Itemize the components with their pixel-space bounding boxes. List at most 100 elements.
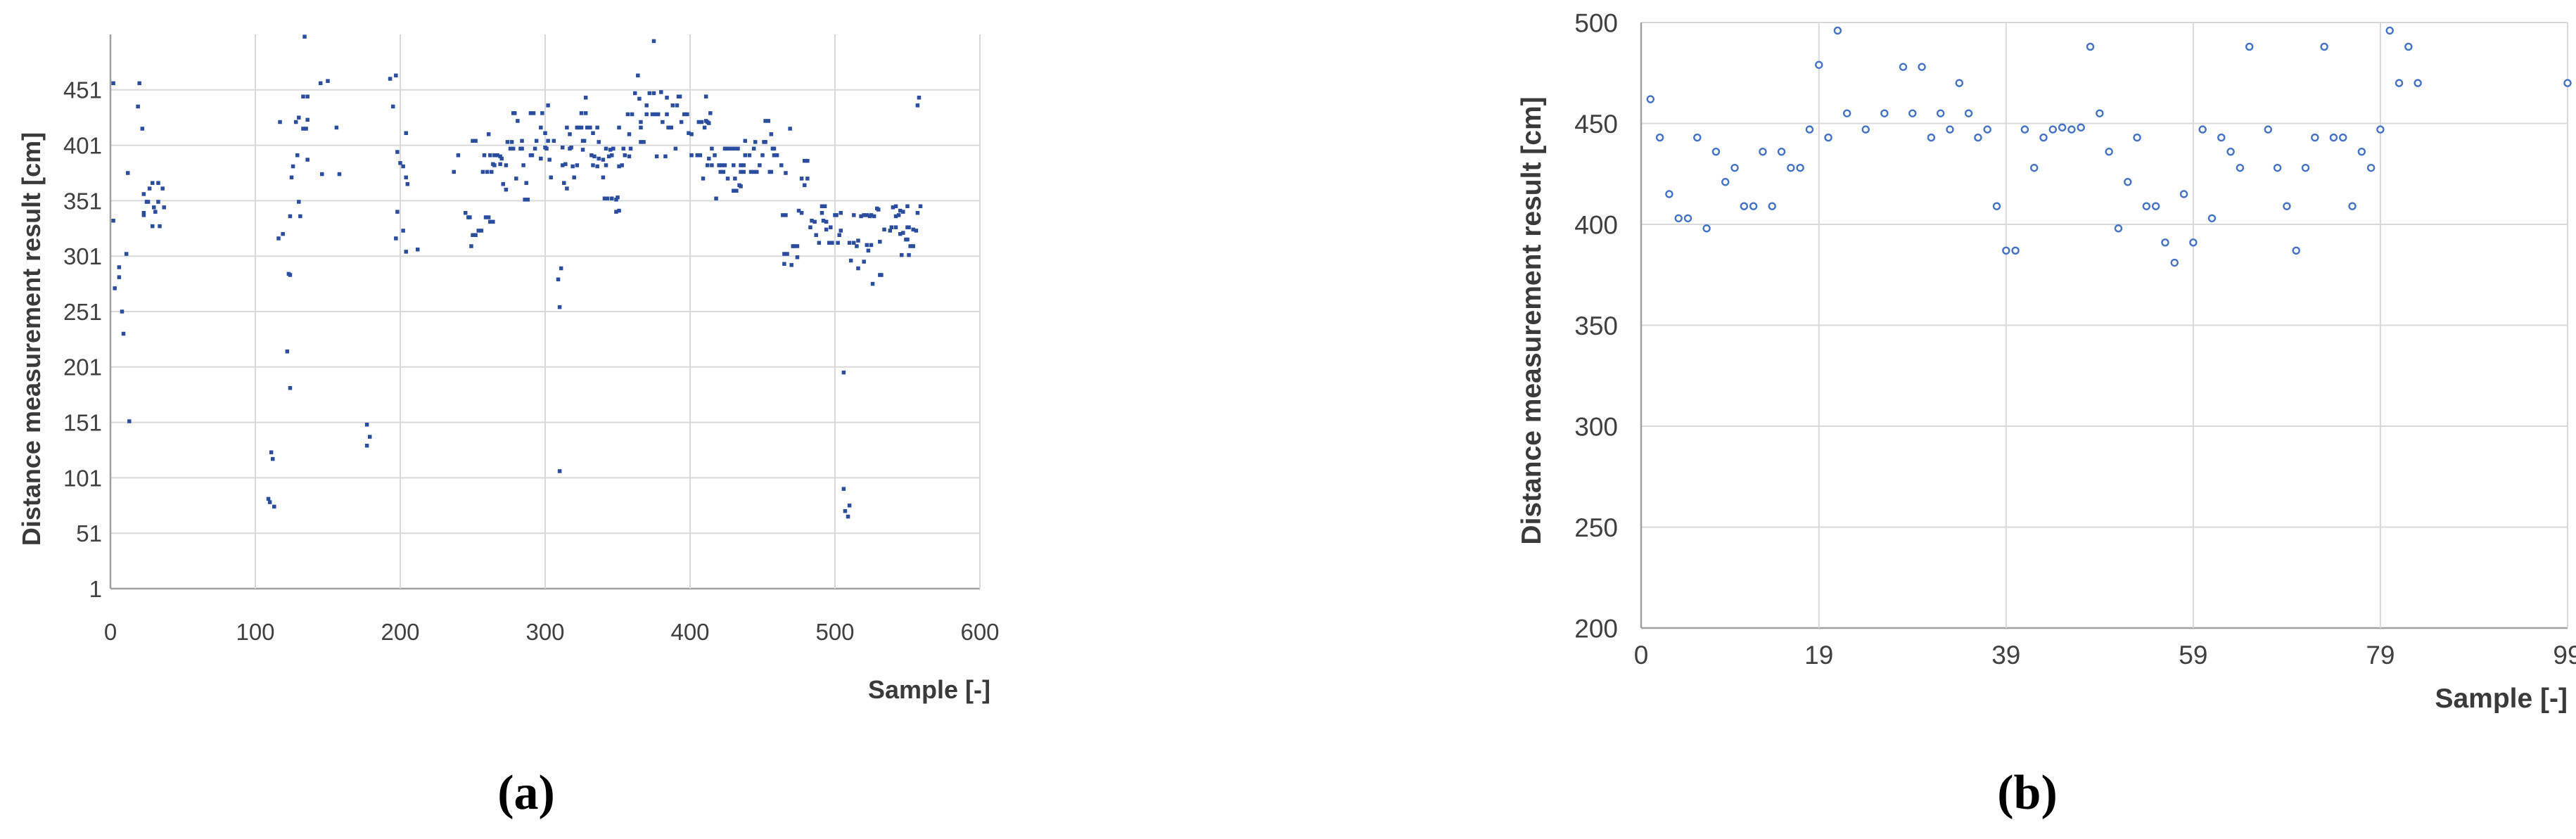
- data-point: [111, 219, 115, 223]
- data-point: [297, 115, 301, 120]
- data-point: [2357, 147, 2366, 156]
- data-point: [2179, 190, 2188, 198]
- data-point: [270, 456, 275, 461]
- data-point: [570, 164, 575, 169]
- data-point: [695, 153, 700, 158]
- data-point: [699, 120, 704, 124]
- data-point: [530, 153, 535, 158]
- data-point: [836, 241, 840, 245]
- panel-a-x-axis-title: Sample [-]: [867, 675, 990, 704]
- data-point: [1880, 109, 1889, 117]
- data-point: [415, 247, 420, 252]
- data-point: [278, 120, 282, 124]
- panel-a-points: [111, 34, 923, 519]
- data-point: [769, 132, 774, 136]
- panel-b-y-tick: 250: [1574, 513, 1618, 542]
- data-point: [814, 233, 818, 238]
- data-point: [401, 164, 405, 169]
- data-point: [156, 200, 160, 204]
- data-point: [1665, 190, 1673, 198]
- data-point: [743, 139, 748, 143]
- data-point: [602, 196, 607, 200]
- panel-b-tick-labels: 200 250 300 350 400 450 500 0 19 39 59 79 99: [1574, 8, 2576, 670]
- panel-a-x-tick: 100: [236, 619, 274, 645]
- data-point: [679, 120, 684, 124]
- data-point: [2414, 79, 2422, 87]
- data-point: [651, 39, 656, 44]
- data-point: [708, 111, 713, 115]
- panel-b-x-axis-title: Sample [-]: [2435, 684, 2568, 714]
- data-point: [661, 120, 665, 124]
- data-point: [898, 208, 903, 213]
- data-point: [651, 91, 656, 96]
- data-point: [452, 169, 456, 174]
- data-point: [908, 244, 912, 248]
- data-point: [285, 349, 290, 354]
- panel-b-y-tick: 500: [1574, 8, 1618, 37]
- data-point: [1946, 125, 1954, 134]
- data-point: [592, 154, 597, 159]
- data-point: [795, 244, 800, 248]
- data-point: [755, 169, 759, 174]
- data-point: [516, 119, 520, 123]
- data-point: [847, 504, 852, 508]
- data-point: [689, 153, 694, 158]
- panel-b-y-axis-title: Distance measurement result [cm]: [1517, 96, 1547, 545]
- panel-a-y-tick: 401: [63, 132, 102, 158]
- data-point: [337, 172, 342, 177]
- data-point: [2124, 178, 2132, 186]
- data-point: [630, 112, 635, 117]
- data-point: [689, 132, 694, 136]
- data-point: [1655, 133, 1664, 142]
- data-point: [2283, 202, 2291, 210]
- data-point: [492, 163, 497, 167]
- data-point: [288, 385, 293, 390]
- data-point: [1899, 63, 1908, 71]
- data-point: [889, 225, 894, 229]
- data-point: [616, 195, 620, 200]
- data-point: [124, 252, 129, 256]
- data-point: [617, 125, 621, 130]
- data-point: [2339, 133, 2347, 142]
- data-point: [364, 443, 369, 448]
- data-point: [865, 213, 869, 217]
- data-point: [1936, 109, 1945, 117]
- data-point: [772, 146, 777, 151]
- data-point: [604, 146, 608, 151]
- data-point: [703, 94, 708, 99]
- data-point: [876, 207, 881, 212]
- data-point: [747, 153, 752, 158]
- data-point: [766, 119, 770, 123]
- data-point: [1693, 133, 1702, 142]
- data-point: [480, 169, 485, 174]
- data-point: [846, 514, 850, 519]
- data-point: [525, 198, 530, 202]
- data-point: [121, 331, 126, 336]
- data-point: [1974, 133, 1982, 142]
- data-point: [557, 469, 562, 473]
- data-point: [1768, 202, 1776, 210]
- data-point: [656, 112, 661, 117]
- data-point: [1824, 133, 1832, 142]
- data-point: [821, 219, 826, 223]
- data-point: [675, 103, 680, 108]
- data-point: [140, 127, 145, 131]
- data-point: [565, 125, 569, 130]
- data-point: [653, 112, 658, 117]
- data-point: [725, 177, 730, 181]
- data-point: [111, 81, 115, 86]
- data-point: [364, 423, 369, 427]
- data-point: [137, 81, 141, 86]
- data-point: [305, 94, 310, 99]
- panel-b-x-tick: 59: [2179, 641, 2207, 670]
- data-point: [763, 119, 767, 123]
- data-point: [595, 164, 599, 169]
- data-point: [625, 112, 630, 117]
- data-point: [865, 243, 869, 248]
- data-point: [769, 169, 774, 174]
- data-point: [608, 148, 613, 152]
- data-point: [569, 146, 573, 150]
- data-point: [847, 241, 852, 245]
- data-point: [817, 241, 822, 245]
- data-point: [141, 192, 146, 196]
